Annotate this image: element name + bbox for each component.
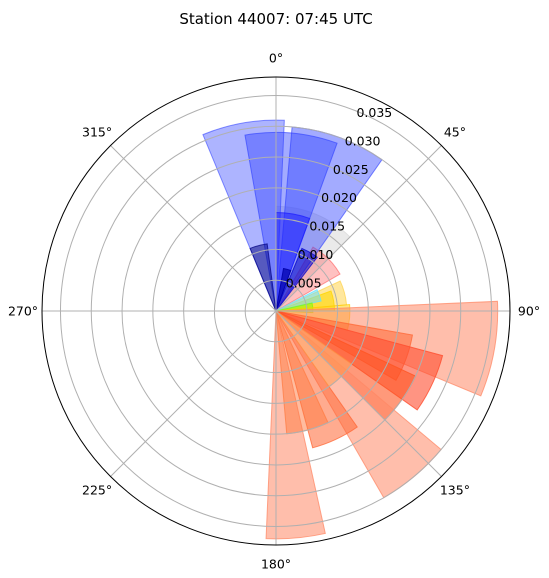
bar-5: [249, 243, 277, 312]
theta-tick-label-1: 45°: [444, 125, 466, 140]
bar-7: [275, 247, 318, 312]
grid-layer: [41, 76, 511, 546]
bars-layer: [202, 119, 499, 540]
theta-tick-label-0: 0°: [269, 51, 283, 66]
r-tick-label-4: 0.025: [333, 162, 369, 177]
r-tick-label-0: 0.005: [286, 276, 322, 291]
theta-tick-label-7: 315°: [82, 125, 112, 140]
theta-tick-label-2: 90°: [518, 304, 540, 319]
radial-tick-labels: 0.005 0.010 0.015 0.020 0.025 0.030 0.035: [286, 105, 392, 291]
bar-19: [275, 310, 358, 449]
r-tick-label-3: 0.020: [321, 190, 357, 205]
bar-11: [275, 288, 322, 312]
r-tick-label-6: 0.035: [356, 105, 392, 120]
r-tick-label-5: 0.030: [345, 133, 381, 148]
angular-gridline-3: [275, 310, 442, 477]
angular-gridline-1: [275, 145, 442, 312]
r-tick-label-2: 0.015: [309, 219, 345, 234]
polar-frame: [41, 76, 511, 546]
theta-tick-label-3: 135°: [440, 482, 470, 497]
theta-tick-labels: 0° 45° 90° 135° 180° 225° 270° 315°: [8, 51, 540, 572]
chart-title: Station 44007: 07:45 UTC: [179, 10, 372, 28]
theta-tick-label-6: 270°: [8, 304, 38, 319]
r-tick-label-1: 0.010: [298, 247, 334, 262]
angular-gridline-7: [110, 145, 277, 312]
bar-8: [275, 267, 292, 312]
theta-tick-label-4: 180°: [261, 557, 291, 572]
theta-tick-label-5: 225°: [82, 482, 112, 497]
angular-gridline-5: [110, 310, 277, 477]
